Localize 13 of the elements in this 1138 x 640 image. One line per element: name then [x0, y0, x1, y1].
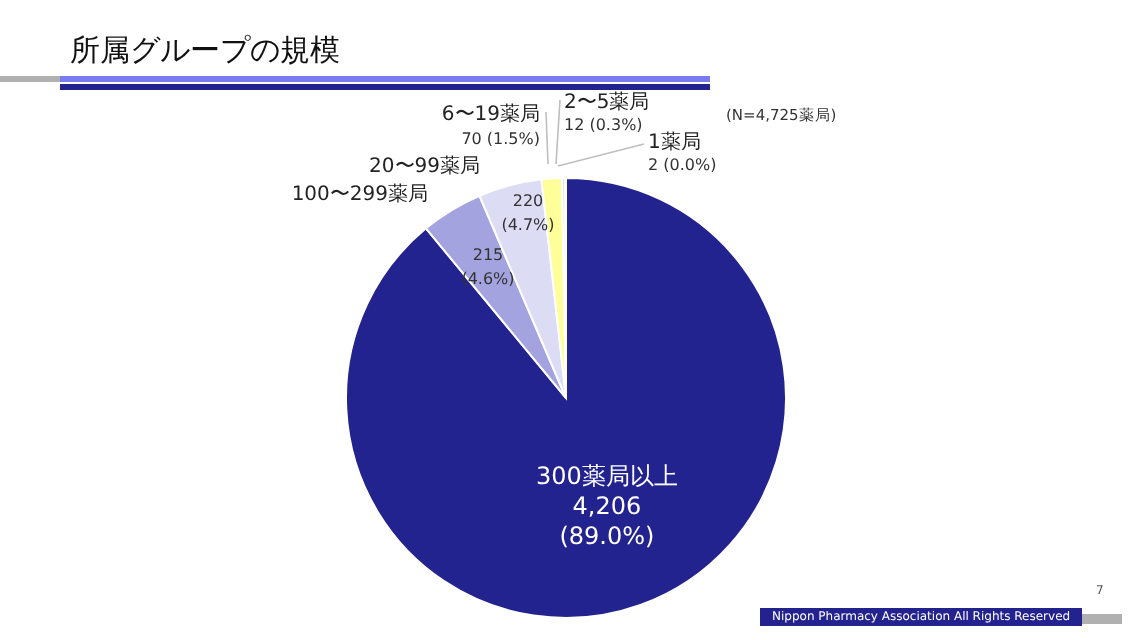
- data-label: 70 (1.5%): [461, 130, 540, 148]
- data-label: 2 (0.0%): [648, 156, 717, 174]
- data-label: 215 (4.6%): [461, 246, 515, 288]
- chart-title: 所属グループの規模: [70, 32, 340, 70]
- slice-label: 6〜19薬局: [441, 102, 540, 126]
- slice-label: 2〜5薬局: [564, 90, 650, 114]
- slice-label: 1薬局: [648, 130, 701, 154]
- slice-label: 100〜299薬局: [291, 182, 428, 206]
- data-label: 12 (0.3%): [564, 116, 643, 134]
- data-label: 220 (4.7%): [501, 192, 555, 234]
- slice-label: 300薬局以上: [536, 461, 678, 490]
- slice-label: 20〜99薬局: [369, 154, 480, 178]
- data-label: 4,206 (89.0%): [559, 491, 655, 550]
